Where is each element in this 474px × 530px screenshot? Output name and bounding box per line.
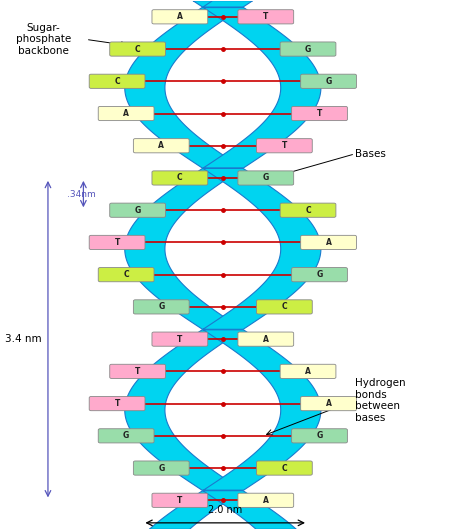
FancyBboxPatch shape [152, 171, 208, 185]
Polygon shape [125, 169, 243, 329]
Text: G: G [305, 45, 311, 54]
FancyBboxPatch shape [292, 107, 347, 121]
Text: C: C [177, 173, 182, 182]
Text: C: C [135, 45, 140, 54]
Text: A: A [326, 238, 331, 247]
FancyBboxPatch shape [292, 268, 347, 282]
FancyBboxPatch shape [110, 42, 165, 56]
FancyBboxPatch shape [89, 396, 145, 411]
FancyBboxPatch shape [238, 493, 294, 507]
Text: C: C [114, 77, 120, 86]
Polygon shape [203, 1, 253, 7]
Text: G: G [135, 206, 141, 215]
Text: T: T [282, 141, 287, 150]
Polygon shape [203, 491, 296, 529]
Text: C: C [282, 464, 287, 473]
FancyBboxPatch shape [152, 10, 208, 24]
FancyBboxPatch shape [238, 10, 294, 24]
Polygon shape [125, 330, 242, 490]
FancyBboxPatch shape [301, 396, 356, 411]
FancyBboxPatch shape [110, 203, 165, 217]
Text: C: C [305, 206, 311, 215]
Polygon shape [203, 169, 321, 329]
Text: Bases: Bases [355, 149, 386, 159]
Text: T: T [177, 334, 182, 343]
Text: T: T [114, 399, 120, 408]
FancyBboxPatch shape [301, 74, 356, 89]
FancyBboxPatch shape [98, 107, 154, 121]
FancyBboxPatch shape [301, 235, 356, 250]
Text: A: A [123, 109, 129, 118]
Text: A: A [263, 334, 269, 343]
Text: G: G [158, 303, 164, 312]
FancyBboxPatch shape [238, 171, 294, 185]
FancyBboxPatch shape [98, 429, 154, 443]
Text: A: A [263, 496, 269, 505]
FancyBboxPatch shape [110, 364, 165, 378]
FancyBboxPatch shape [98, 268, 154, 282]
Text: T: T [317, 109, 322, 118]
FancyBboxPatch shape [280, 203, 336, 217]
FancyBboxPatch shape [280, 42, 336, 56]
Text: T: T [114, 238, 120, 247]
Text: A: A [326, 399, 331, 408]
Polygon shape [203, 330, 321, 490]
Text: 3.4 nm: 3.4 nm [5, 334, 42, 344]
Text: G: G [316, 270, 323, 279]
FancyBboxPatch shape [152, 493, 208, 507]
Text: G: G [326, 77, 332, 86]
Text: 2.0 nm: 2.0 nm [208, 505, 242, 515]
Polygon shape [203, 7, 321, 168]
Text: Hydrogen
bonds
between
bases: Hydrogen bonds between bases [355, 378, 406, 423]
FancyBboxPatch shape [292, 429, 347, 443]
FancyBboxPatch shape [238, 332, 294, 346]
FancyBboxPatch shape [133, 139, 189, 153]
FancyBboxPatch shape [256, 300, 312, 314]
Text: A: A [305, 367, 311, 376]
Text: A: A [177, 12, 183, 21]
Text: T: T [135, 367, 140, 376]
Text: T: T [177, 496, 182, 505]
Text: G: G [263, 173, 269, 182]
Text: T: T [263, 12, 268, 21]
Text: G: G [316, 431, 323, 440]
Polygon shape [149, 491, 243, 529]
Text: Sugar-
phosphate
backbone: Sugar- phosphate backbone [16, 23, 71, 56]
FancyBboxPatch shape [133, 461, 189, 475]
Text: .34nm: .34nm [67, 190, 96, 199]
Text: G: G [123, 431, 129, 440]
Text: C: C [123, 270, 129, 279]
FancyBboxPatch shape [256, 139, 312, 153]
Text: A: A [158, 141, 164, 150]
FancyBboxPatch shape [133, 300, 189, 314]
FancyBboxPatch shape [89, 74, 145, 89]
FancyBboxPatch shape [89, 235, 145, 250]
FancyBboxPatch shape [280, 364, 336, 378]
Polygon shape [193, 1, 243, 7]
Text: G: G [158, 464, 164, 473]
FancyBboxPatch shape [152, 332, 208, 346]
Polygon shape [125, 7, 242, 168]
FancyBboxPatch shape [256, 461, 312, 475]
Text: C: C [282, 303, 287, 312]
